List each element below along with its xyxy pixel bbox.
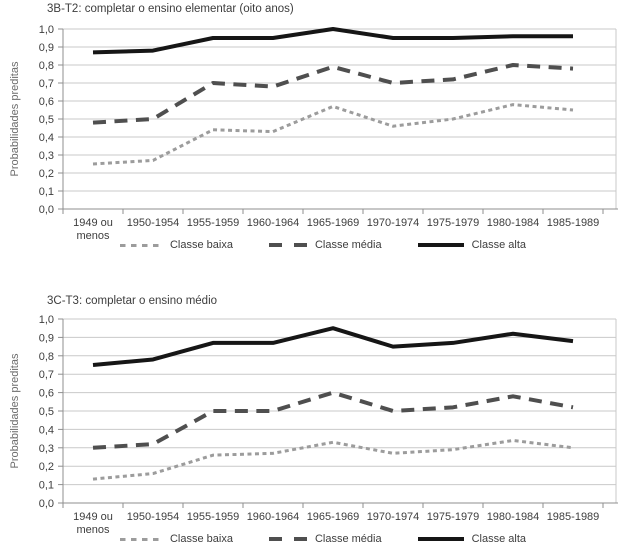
axes bbox=[58, 28, 618, 214]
svg-text:0,5: 0,5 bbox=[39, 406, 54, 418]
legend-item-classe-media: Classe média bbox=[268, 239, 382, 251]
y-tick-labels: 0,0 0,1 0,2 0,3 0,4 0,5 0,6 0,7 0,8 0,9 1,0 bbox=[39, 24, 54, 216]
svg-text:0,0: 0,0 bbox=[39, 204, 54, 216]
y-axis-title: Probabilidades preditas bbox=[9, 353, 21, 469]
svg-text:0,2: 0,2 bbox=[39, 168, 54, 180]
svg-text:1955-1959: 1955-1959 bbox=[187, 511, 240, 523]
dotted-line-swatch bbox=[119, 537, 162, 541]
svg-text:0,1: 0,1 bbox=[39, 186, 54, 198]
svg-text:0,0: 0,0 bbox=[39, 498, 54, 510]
legend-label: Classe média bbox=[314, 533, 382, 545]
svg-text:1975-1979: 1975-1979 bbox=[427, 511, 480, 523]
series-line-classe-baixa bbox=[92, 438, 574, 481]
plot-area-1: 0,0 0,1 0,2 0,3 0,4 0,5 0,6 0,7 0,8 0,9 1,0 1949 ou… bbox=[39, 314, 618, 536]
series-line-classe-media bbox=[92, 390, 574, 450]
svg-text:1949 ou: 1949 ou bbox=[73, 511, 113, 523]
y-axis-title: Probabilidades preditas bbox=[9, 61, 21, 177]
svg-text:1985-1989: 1985-1989 bbox=[547, 217, 600, 229]
y-tick-labels: 0,0 0,1 0,2 0,3 0,4 0,5 0,6 0,7 0,8 0,9 1,0 bbox=[39, 314, 54, 510]
dashed-line-swatch bbox=[268, 243, 307, 247]
legend: Classe baixa Classe média Classe alta bbox=[0, 533, 634, 545]
svg-text:0,7: 0,7 bbox=[39, 369, 54, 381]
legend-label: Classe baixa bbox=[169, 533, 233, 545]
svg-text:0,5: 0,5 bbox=[39, 114, 54, 126]
svg-text:0,9: 0,9 bbox=[39, 332, 54, 344]
legend-label: Classe alta bbox=[471, 239, 527, 251]
legend-item-classe-media: Classe média bbox=[268, 533, 382, 545]
plot-area-0: 0,0 0,1 0,2 0,3 0,4 0,5 0,6 0,7 0,8 0,9 1,0 1949 ou… bbox=[39, 24, 618, 242]
series-line-classe-baixa bbox=[92, 103, 574, 166]
svg-text:1950-1954: 1950-1954 bbox=[127, 217, 180, 229]
axes bbox=[58, 318, 618, 508]
legend-item-classe-baixa: Classe baixa bbox=[119, 239, 233, 251]
svg-text:0,7: 0,7 bbox=[39, 78, 54, 90]
chart-title: 3B-T2: completar o ensino elementar (oit… bbox=[47, 3, 294, 15]
svg-text:0,3: 0,3 bbox=[39, 443, 54, 455]
series-line-classe-media bbox=[92, 63, 574, 125]
dotted-line-swatch bbox=[119, 243, 162, 247]
solid-line-swatch bbox=[417, 537, 464, 541]
svg-text:1980-1984: 1980-1984 bbox=[487, 511, 540, 523]
legend-item-classe-alta: Classe alta bbox=[417, 239, 527, 251]
svg-text:1970-1974: 1970-1974 bbox=[367, 511, 420, 523]
chart-title: 3C-T3: completar o ensino médio bbox=[47, 295, 218, 307]
series-line-classe-alta bbox=[92, 27, 573, 55]
svg-text:1949 ou: 1949 ou bbox=[73, 217, 113, 229]
svg-text:0,1: 0,1 bbox=[39, 480, 54, 492]
svg-text:0,2: 0,2 bbox=[39, 461, 54, 473]
gridlines bbox=[63, 318, 617, 503]
gridlines bbox=[63, 28, 617, 209]
svg-text:0,6: 0,6 bbox=[39, 388, 54, 400]
svg-text:menos: menos bbox=[76, 524, 110, 536]
svg-text:menos: menos bbox=[76, 230, 110, 242]
svg-text:1965-1969: 1965-1969 bbox=[307, 217, 360, 229]
svg-text:1975-1979: 1975-1979 bbox=[427, 217, 480, 229]
svg-text:1960-1964: 1960-1964 bbox=[247, 217, 300, 229]
svg-text:0,6: 0,6 bbox=[39, 96, 54, 108]
svg-text:1970-1974: 1970-1974 bbox=[367, 217, 420, 229]
legend-label: Classe baixa bbox=[169, 239, 233, 251]
svg-text:0,4: 0,4 bbox=[39, 424, 54, 436]
svg-text:1,0: 1,0 bbox=[39, 314, 54, 326]
svg-text:0,3: 0,3 bbox=[39, 150, 54, 162]
svg-text:1965-1969: 1965-1969 bbox=[307, 511, 360, 523]
svg-text:1985-1989: 1985-1989 bbox=[547, 511, 600, 523]
dashed-line-swatch bbox=[268, 537, 307, 541]
series-line-classe-alta bbox=[92, 326, 574, 367]
svg-text:0,4: 0,4 bbox=[39, 132, 54, 144]
svg-text:0,8: 0,8 bbox=[39, 60, 54, 72]
svg-text:1950-1954: 1950-1954 bbox=[127, 511, 180, 523]
svg-text:1955-1959: 1955-1959 bbox=[187, 217, 240, 229]
solid-line-swatch bbox=[417, 243, 464, 247]
svg-text:1960-1964: 1960-1964 bbox=[247, 511, 300, 523]
svg-text:1,0: 1,0 bbox=[39, 24, 54, 36]
legend-item-classe-baixa: Classe baixa bbox=[119, 533, 233, 545]
legend-item-classe-alta: Classe alta bbox=[417, 533, 527, 545]
legend-label: Classe média bbox=[314, 239, 382, 251]
legend: Classe baixa Classe média Classe alta bbox=[0, 239, 634, 251]
svg-text:0,8: 0,8 bbox=[39, 351, 54, 363]
svg-text:0,9: 0,9 bbox=[39, 42, 54, 54]
svg-text:1980-1984: 1980-1984 bbox=[487, 217, 540, 229]
legend-label: Classe alta bbox=[471, 533, 527, 545]
